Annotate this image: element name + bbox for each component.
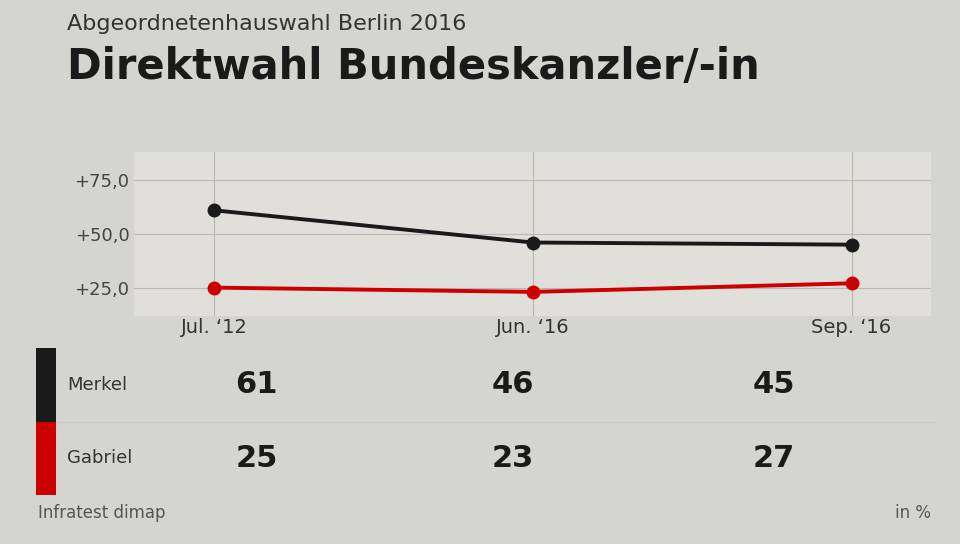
- Text: 23: 23: [492, 444, 535, 473]
- Text: 25: 25: [235, 444, 278, 473]
- Text: 61: 61: [235, 370, 278, 399]
- Text: Abgeordnetenhauswahl Berlin 2016: Abgeordnetenhauswahl Berlin 2016: [67, 14, 467, 34]
- Text: Sep. ‘16: Sep. ‘16: [811, 318, 892, 337]
- Text: 27: 27: [753, 444, 795, 473]
- Text: Gabriel: Gabriel: [67, 449, 132, 467]
- Text: Merkel: Merkel: [67, 376, 127, 394]
- Text: Direktwahl Bundeskanzler/-in: Direktwahl Bundeskanzler/-in: [67, 46, 760, 88]
- Text: in %: in %: [895, 504, 931, 522]
- Text: Infratest dimap: Infratest dimap: [38, 504, 166, 522]
- Text: 46: 46: [492, 370, 535, 399]
- Text: 45: 45: [753, 370, 795, 399]
- Text: Jun. ‘16: Jun. ‘16: [496, 318, 569, 337]
- Text: Jul. ‘12: Jul. ‘12: [180, 318, 248, 337]
- Bar: [36, 348, 57, 422]
- Bar: [36, 422, 57, 495]
